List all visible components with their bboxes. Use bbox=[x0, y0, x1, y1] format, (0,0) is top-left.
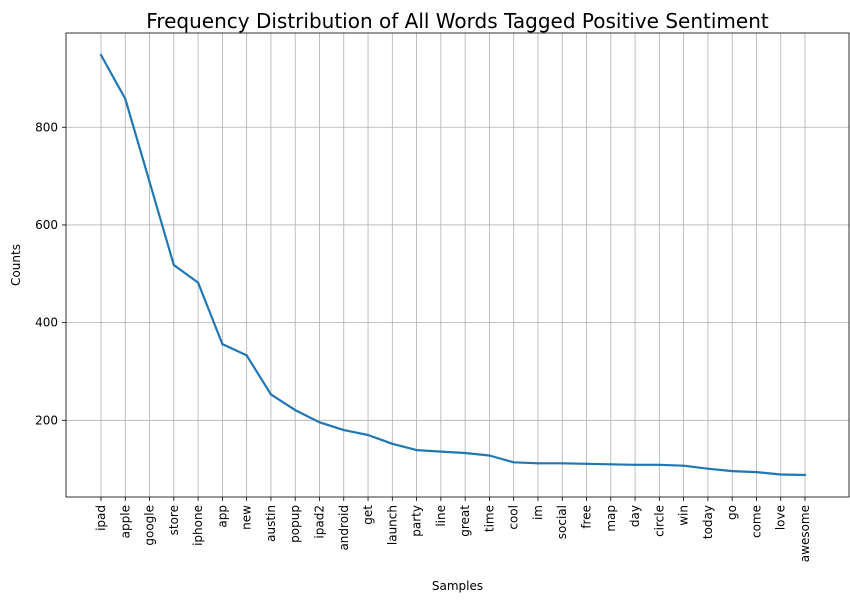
data-point bbox=[488, 454, 491, 457]
data-point bbox=[342, 428, 345, 432]
x-tick-label: circle bbox=[652, 505, 666, 537]
data-point bbox=[148, 180, 151, 184]
data-point bbox=[731, 470, 734, 473]
data-point bbox=[585, 462, 588, 465]
y-tick-label: 200 bbox=[35, 413, 58, 427]
x-tick-label: cool bbox=[507, 505, 521, 530]
data-point bbox=[124, 97, 127, 101]
x-tick-label: ipad2 bbox=[312, 505, 326, 539]
x-tick-label: austin bbox=[264, 505, 278, 542]
x-tick-label: ipad bbox=[94, 505, 108, 531]
data-point bbox=[318, 421, 321, 424]
x-tick-label: day bbox=[628, 505, 642, 527]
data-point bbox=[512, 461, 515, 464]
x-tick-label: apple bbox=[118, 505, 132, 538]
x-tick-label: today bbox=[701, 505, 715, 539]
x-tick-label: popup bbox=[288, 505, 302, 543]
data-point bbox=[464, 451, 467, 455]
data-point bbox=[366, 433, 370, 437]
data-point bbox=[269, 393, 273, 396]
x-tick-label: store bbox=[167, 505, 181, 535]
data-point bbox=[245, 354, 248, 357]
x-tick-label: map bbox=[604, 505, 618, 532]
x-tick-label: launch bbox=[385, 505, 399, 545]
x-tick-label: win bbox=[677, 505, 691, 526]
data-point bbox=[609, 463, 612, 466]
x-tick-label: party bbox=[410, 505, 424, 537]
x-tick-label: get bbox=[361, 505, 375, 525]
x-tick-label: google bbox=[143, 505, 157, 546]
data-point bbox=[706, 467, 709, 470]
x-tick-label: awesome bbox=[798, 505, 812, 562]
data-point bbox=[172, 263, 175, 267]
data-point bbox=[633, 463, 637, 466]
data-point bbox=[391, 442, 394, 445]
x-tick-label: free bbox=[580, 505, 594, 529]
data-point bbox=[439, 450, 442, 453]
series-layer bbox=[99, 53, 807, 477]
data-point bbox=[536, 462, 540, 465]
y-axis-label: Counts bbox=[9, 244, 23, 286]
x-tick-label: time bbox=[482, 505, 496, 532]
x-axis: ipad apple google store iphone app new austin po… bbox=[94, 497, 812, 562]
x-tick-label: great bbox=[458, 505, 472, 537]
y-tick-label: 800 bbox=[35, 120, 58, 134]
data-point bbox=[221, 343, 224, 346]
chart-title: Frequency Distribution of All Words Tagg… bbox=[146, 9, 769, 33]
x-tick-label: new bbox=[240, 505, 254, 530]
data-point bbox=[779, 473, 782, 476]
x-tick-label: android bbox=[337, 505, 351, 551]
x-tick-label: love bbox=[774, 505, 788, 530]
data-point bbox=[682, 464, 685, 467]
x-tick-label: line bbox=[434, 505, 448, 527]
data-point bbox=[294, 408, 297, 412]
x-tick-label: go bbox=[725, 505, 739, 520]
x-tick-label: im bbox=[531, 505, 545, 520]
data-point bbox=[197, 281, 200, 284]
plot-frame bbox=[65, 32, 850, 498]
data-point bbox=[99, 53, 103, 57]
data-point bbox=[415, 449, 418, 452]
series-line bbox=[99, 53, 807, 477]
data-point bbox=[658, 463, 661, 466]
data-point bbox=[803, 473, 807, 477]
x-tick-label: iphone bbox=[191, 505, 205, 546]
x-tick-label: social bbox=[555, 505, 569, 539]
x-tick-label: come bbox=[749, 505, 763, 538]
y-axis: 200 400 600 800 bbox=[35, 120, 66, 427]
grid-lines bbox=[66, 33, 849, 497]
y-tick-label: 400 bbox=[35, 316, 58, 330]
data-point bbox=[561, 462, 564, 465]
x-tick-label: app bbox=[215, 505, 229, 528]
x-axis-label: Samples bbox=[432, 579, 483, 593]
data-point bbox=[755, 470, 758, 474]
y-tick-label: 600 bbox=[35, 218, 58, 232]
